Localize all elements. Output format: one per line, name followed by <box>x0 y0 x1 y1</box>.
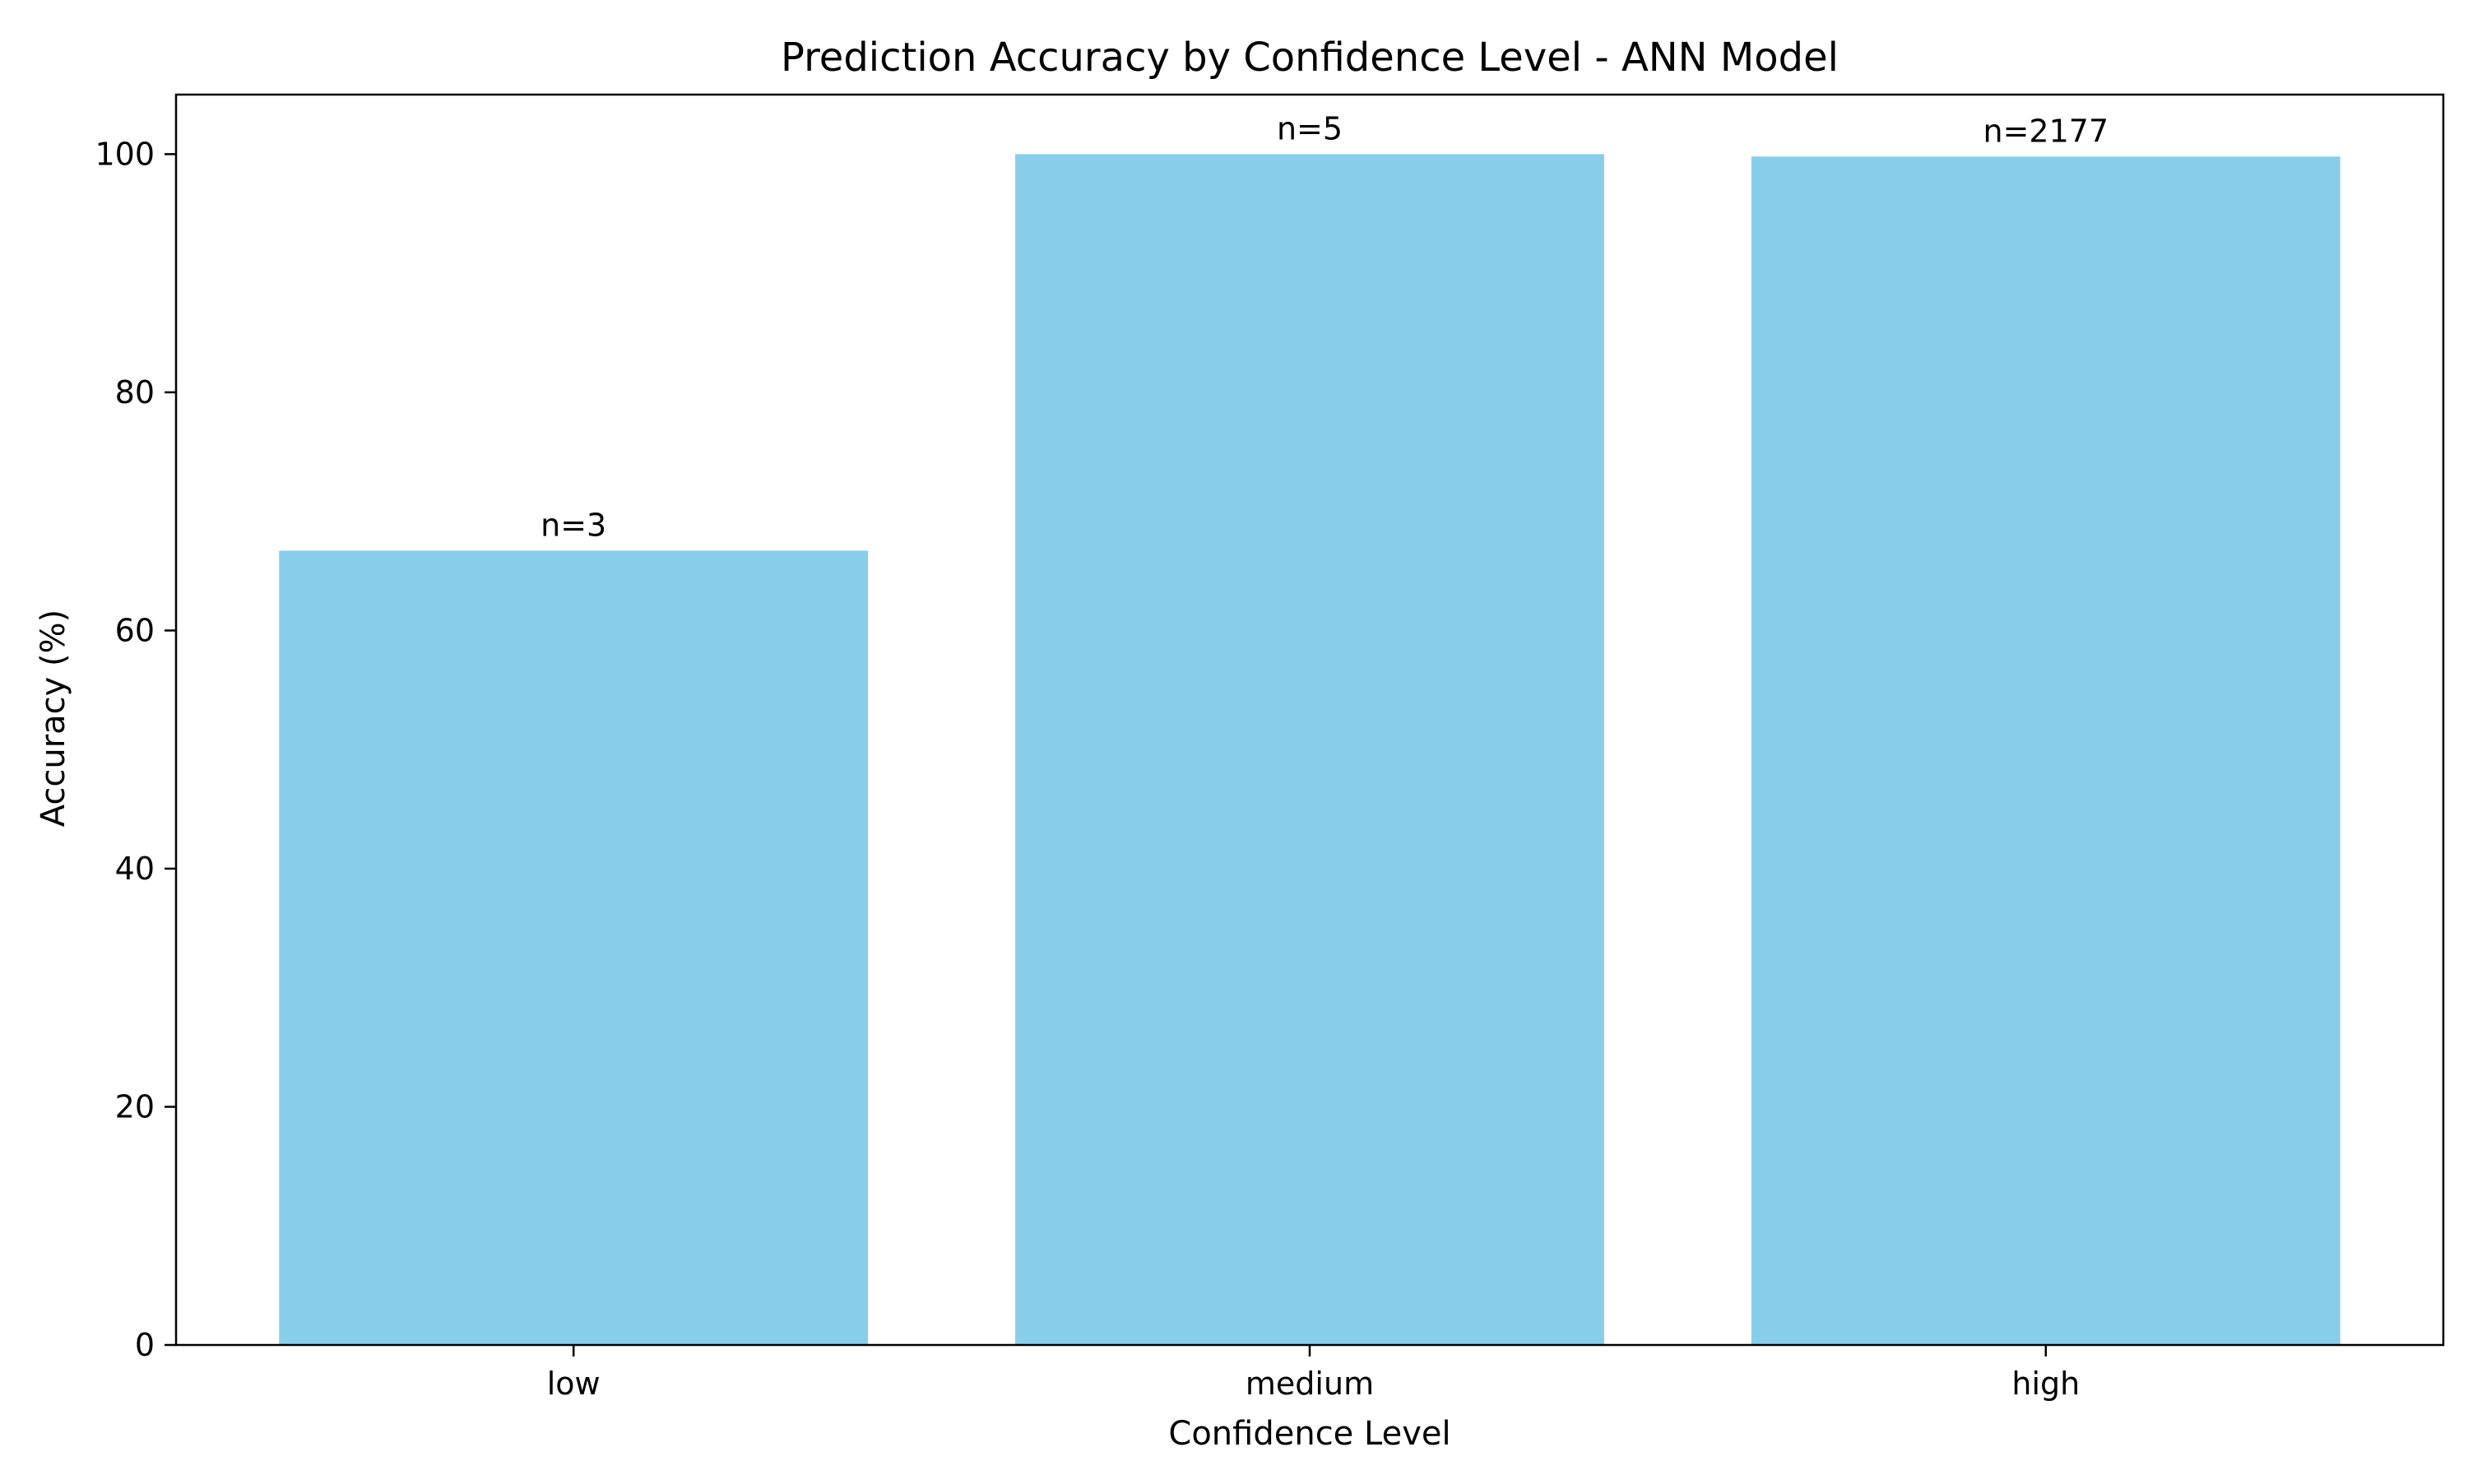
x-axis: low medium high <box>547 1345 2080 1402</box>
x-tick-label-high: high <box>2011 1366 2080 1402</box>
plot-frame <box>174 93 2445 1347</box>
bar-low <box>279 550 869 1345</box>
data-label-medium: n=5 <box>1277 110 1343 146</box>
y-tick-label-40: 40 <box>115 851 155 887</box>
x-axis-label: Confidence Level <box>1168 1415 1450 1453</box>
y-tick-label-0: 0 <box>135 1327 155 1363</box>
bars-group: n=3 n=5 n=2177 <box>279 110 2340 1346</box>
y-axis: 0 20 40 60 80 100 <box>95 136 176 1363</box>
y-tick-label-100: 100 <box>95 136 155 172</box>
x-tick-label-medium: medium <box>1246 1366 1374 1402</box>
y-axis-label: Accuracy (%) <box>35 610 72 828</box>
x-tick-label-low: low <box>547 1366 601 1402</box>
data-label-high: n=2177 <box>1983 113 2108 149</box>
data-label-low: n=3 <box>540 507 606 543</box>
y-tick-label-20: 20 <box>115 1088 155 1125</box>
chart-title: Prediction Accuracy by Confidence Level … <box>781 35 1839 81</box>
bar-medium <box>1015 154 1604 1345</box>
y-tick-label-60: 60 <box>115 612 155 648</box>
bar-high <box>1751 156 2340 1346</box>
y-tick-label-80: 80 <box>115 374 155 410</box>
